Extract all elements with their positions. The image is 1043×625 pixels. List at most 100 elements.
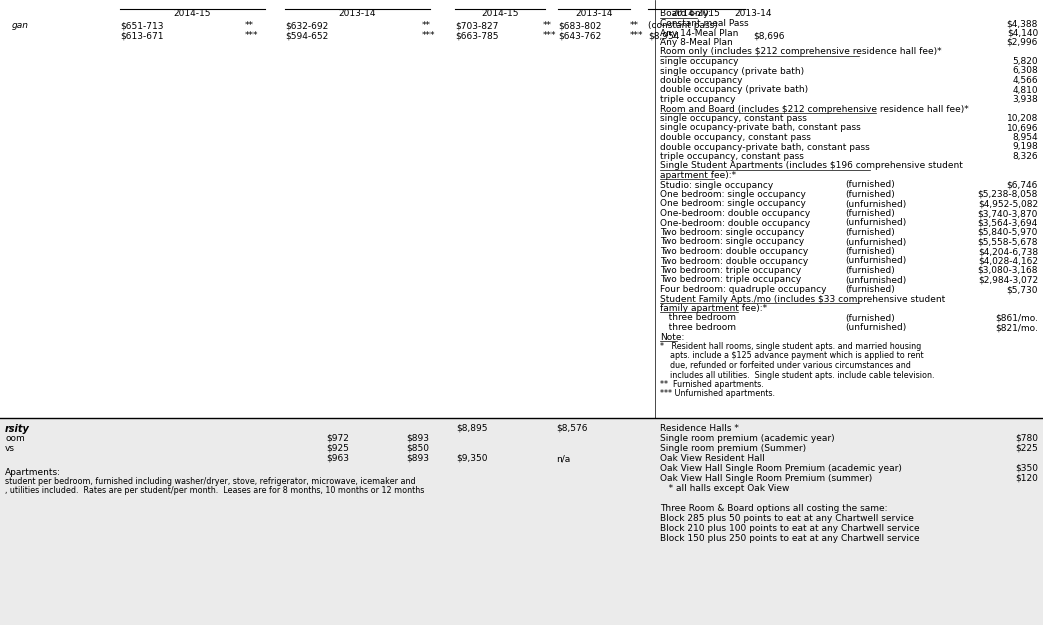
Text: single occupancy (private bath): single occupancy (private bath) — [660, 66, 804, 76]
Text: 6,308: 6,308 — [1013, 66, 1038, 76]
Text: Single room premium (academic year): Single room premium (academic year) — [660, 434, 834, 443]
Text: *** Unfurnished apartments.: *** Unfurnished apartments. — [660, 389, 775, 399]
Text: $3,080-3,168: $3,080-3,168 — [977, 266, 1038, 275]
Text: Board only:: Board only: — [660, 9, 711, 19]
Text: 10,208: 10,208 — [1006, 114, 1038, 123]
Text: **: ** — [245, 21, 254, 30]
Text: $972: $972 — [326, 434, 348, 443]
Text: 9,198: 9,198 — [1013, 142, 1038, 151]
Text: $8,895: $8,895 — [456, 424, 487, 433]
Text: Student Family Apts./mo (includes $33 comprehensive student: Student Family Apts./mo (includes $33 co… — [660, 294, 945, 304]
Text: double occupancy-private bath, constant pass: double occupancy-private bath, constant … — [660, 142, 870, 151]
Text: $9,350: $9,350 — [456, 454, 487, 463]
Text: (furnished): (furnished) — [845, 247, 895, 256]
Text: Block 210 plus 100 points to eat at any Chartwell service: Block 210 plus 100 points to eat at any … — [660, 524, 920, 533]
Text: 4,810: 4,810 — [1013, 86, 1038, 94]
Text: (unfurnished): (unfurnished) — [845, 276, 906, 284]
Text: $4,140: $4,140 — [1006, 29, 1038, 38]
Text: One-bedroom: double occupancy: One-bedroom: double occupancy — [660, 209, 810, 218]
Text: $6,746: $6,746 — [1006, 181, 1038, 189]
Text: Two bedroom: triple occupancy: Two bedroom: triple occupancy — [660, 266, 801, 275]
Text: (furnished): (furnished) — [845, 228, 895, 237]
Text: One bedroom: single occupancy: One bedroom: single occupancy — [660, 199, 806, 209]
Text: Block 285 plus 50 points to eat at any Chartwell service: Block 285 plus 50 points to eat at any C… — [660, 514, 914, 523]
Text: $2,996: $2,996 — [1006, 38, 1038, 47]
Text: (unfurnished): (unfurnished) — [845, 238, 906, 246]
Text: Room and Board (includes $212 comprehensive residence hall fee)*: Room and Board (includes $212 comprehens… — [660, 104, 969, 114]
Text: due, refunded or forfeited under various circumstances and: due, refunded or forfeited under various… — [660, 361, 911, 370]
Text: (furnished): (furnished) — [845, 209, 895, 218]
Text: oom: oom — [5, 434, 25, 443]
Text: Apartments:: Apartments: — [5, 468, 60, 477]
Text: (constant pass): (constant pass) — [648, 21, 718, 30]
Text: $925: $925 — [326, 444, 348, 453]
Text: (unfurnished): (unfurnished) — [845, 199, 906, 209]
Text: Single Student Apartments (includes $196 comprehensive student: Single Student Apartments (includes $196… — [660, 161, 963, 171]
Text: single occupancy: single occupancy — [660, 57, 738, 66]
Text: $5,840-5,970: $5,840-5,970 — [977, 228, 1038, 237]
Text: $663-785: $663-785 — [455, 31, 499, 40]
Text: $643-762: $643-762 — [558, 31, 601, 40]
Text: $613-671: $613-671 — [120, 31, 164, 40]
Text: double occupancy (private bath): double occupancy (private bath) — [660, 86, 808, 94]
Text: (furnished): (furnished) — [845, 314, 895, 322]
Text: (furnished): (furnished) — [845, 285, 895, 294]
Text: Oak View Hall Single Room Premium (academic year): Oak View Hall Single Room Premium (acade… — [660, 464, 902, 473]
Text: **: ** — [543, 21, 552, 30]
Text: rsity: rsity — [5, 424, 30, 434]
Text: $8,696: $8,696 — [753, 31, 784, 40]
Text: Block 150 plus 250 points to eat at any Chartwell service: Block 150 plus 250 points to eat at any … — [660, 534, 920, 543]
Text: includes all utilities.  Single student apts. include cable television.: includes all utilities. Single student a… — [660, 371, 935, 379]
Text: single occupancy, constant pass: single occupancy, constant pass — [660, 114, 807, 123]
Text: 2013-14: 2013-14 — [576, 9, 612, 19]
Text: 2013-14: 2013-14 — [338, 9, 375, 19]
Text: * all halls except Oak View: * all halls except Oak View — [660, 484, 790, 493]
Text: 8,954: 8,954 — [1013, 133, 1038, 142]
Text: $850: $850 — [406, 444, 429, 453]
Text: family apartment fee):*: family apartment fee):* — [660, 304, 767, 313]
Text: apartment fee):*: apartment fee):* — [660, 171, 736, 180]
Text: Two bedroom: single occupancy: Two bedroom: single occupancy — [660, 228, 804, 237]
Text: (unfurnished): (unfurnished) — [845, 219, 906, 228]
Text: single ocupancy-private bath, constant pass: single ocupancy-private bath, constant p… — [660, 124, 860, 132]
Text: Two bedroom: triple occupancy: Two bedroom: triple occupancy — [660, 276, 801, 284]
Text: $5,730: $5,730 — [1006, 285, 1038, 294]
Text: three bedroom: three bedroom — [660, 323, 736, 332]
Text: $4,952-5,082: $4,952-5,082 — [978, 199, 1038, 209]
Text: (unfurnished): (unfurnished) — [845, 323, 906, 332]
Text: (furnished): (furnished) — [845, 190, 895, 199]
Text: **: ** — [422, 21, 431, 30]
Text: (unfurnished): (unfurnished) — [845, 256, 906, 266]
Text: Any 14-Meal Plan: Any 14-Meal Plan — [660, 29, 738, 38]
Text: Constant meal Pass: Constant meal Pass — [660, 19, 749, 28]
Text: student per bedroom, furnished including washer/dryer, stove, refrigerator, micr: student per bedroom, furnished including… — [5, 478, 415, 486]
Text: double occupancy: double occupancy — [660, 76, 743, 85]
Text: 2014-15: 2014-15 — [481, 9, 518, 19]
Text: Two bedroom: single occupancy: Two bedroom: single occupancy — [660, 238, 804, 246]
Text: Any 8-Meal Plan: Any 8-Meal Plan — [660, 38, 733, 47]
Text: $4,204-6,738: $4,204-6,738 — [978, 247, 1038, 256]
Text: $963: $963 — [326, 454, 349, 463]
Text: ***: *** — [630, 31, 644, 40]
Text: , utilities included.  Rates are per student/per month.  Leases are for 8 months: , utilities included. Rates are per stud… — [5, 486, 425, 495]
Text: gan: gan — [13, 21, 29, 30]
Text: triple occupancy: triple occupancy — [660, 95, 735, 104]
Text: (furnished): (furnished) — [845, 181, 895, 189]
Text: 5,820: 5,820 — [1013, 57, 1038, 66]
Text: n/a: n/a — [556, 454, 571, 463]
Text: $225: $225 — [1015, 444, 1038, 453]
Text: (furnished): (furnished) — [845, 266, 895, 275]
Text: One-bedroom: double occupancy: One-bedroom: double occupancy — [660, 219, 810, 228]
Text: 3,938: 3,938 — [1013, 95, 1038, 104]
Text: $683-802: $683-802 — [558, 21, 602, 30]
Text: apts. include a $125 advance payment which is applied to rent: apts. include a $125 advance payment whi… — [660, 351, 924, 361]
Text: 2013-14: 2013-14 — [734, 9, 772, 19]
Text: One bedroom: single occupancy: One bedroom: single occupancy — [660, 190, 806, 199]
Text: Two bedroom: double occupancy: Two bedroom: double occupancy — [660, 247, 808, 256]
Text: $3,740-3,870: $3,740-3,870 — [977, 209, 1038, 218]
Text: $4,388: $4,388 — [1006, 19, 1038, 28]
Text: **: ** — [630, 21, 639, 30]
Text: $5,238-8,058: $5,238-8,058 — [977, 190, 1038, 199]
Text: double occupancy, constant pass: double occupancy, constant pass — [660, 133, 810, 142]
FancyBboxPatch shape — [0, 418, 1043, 625]
